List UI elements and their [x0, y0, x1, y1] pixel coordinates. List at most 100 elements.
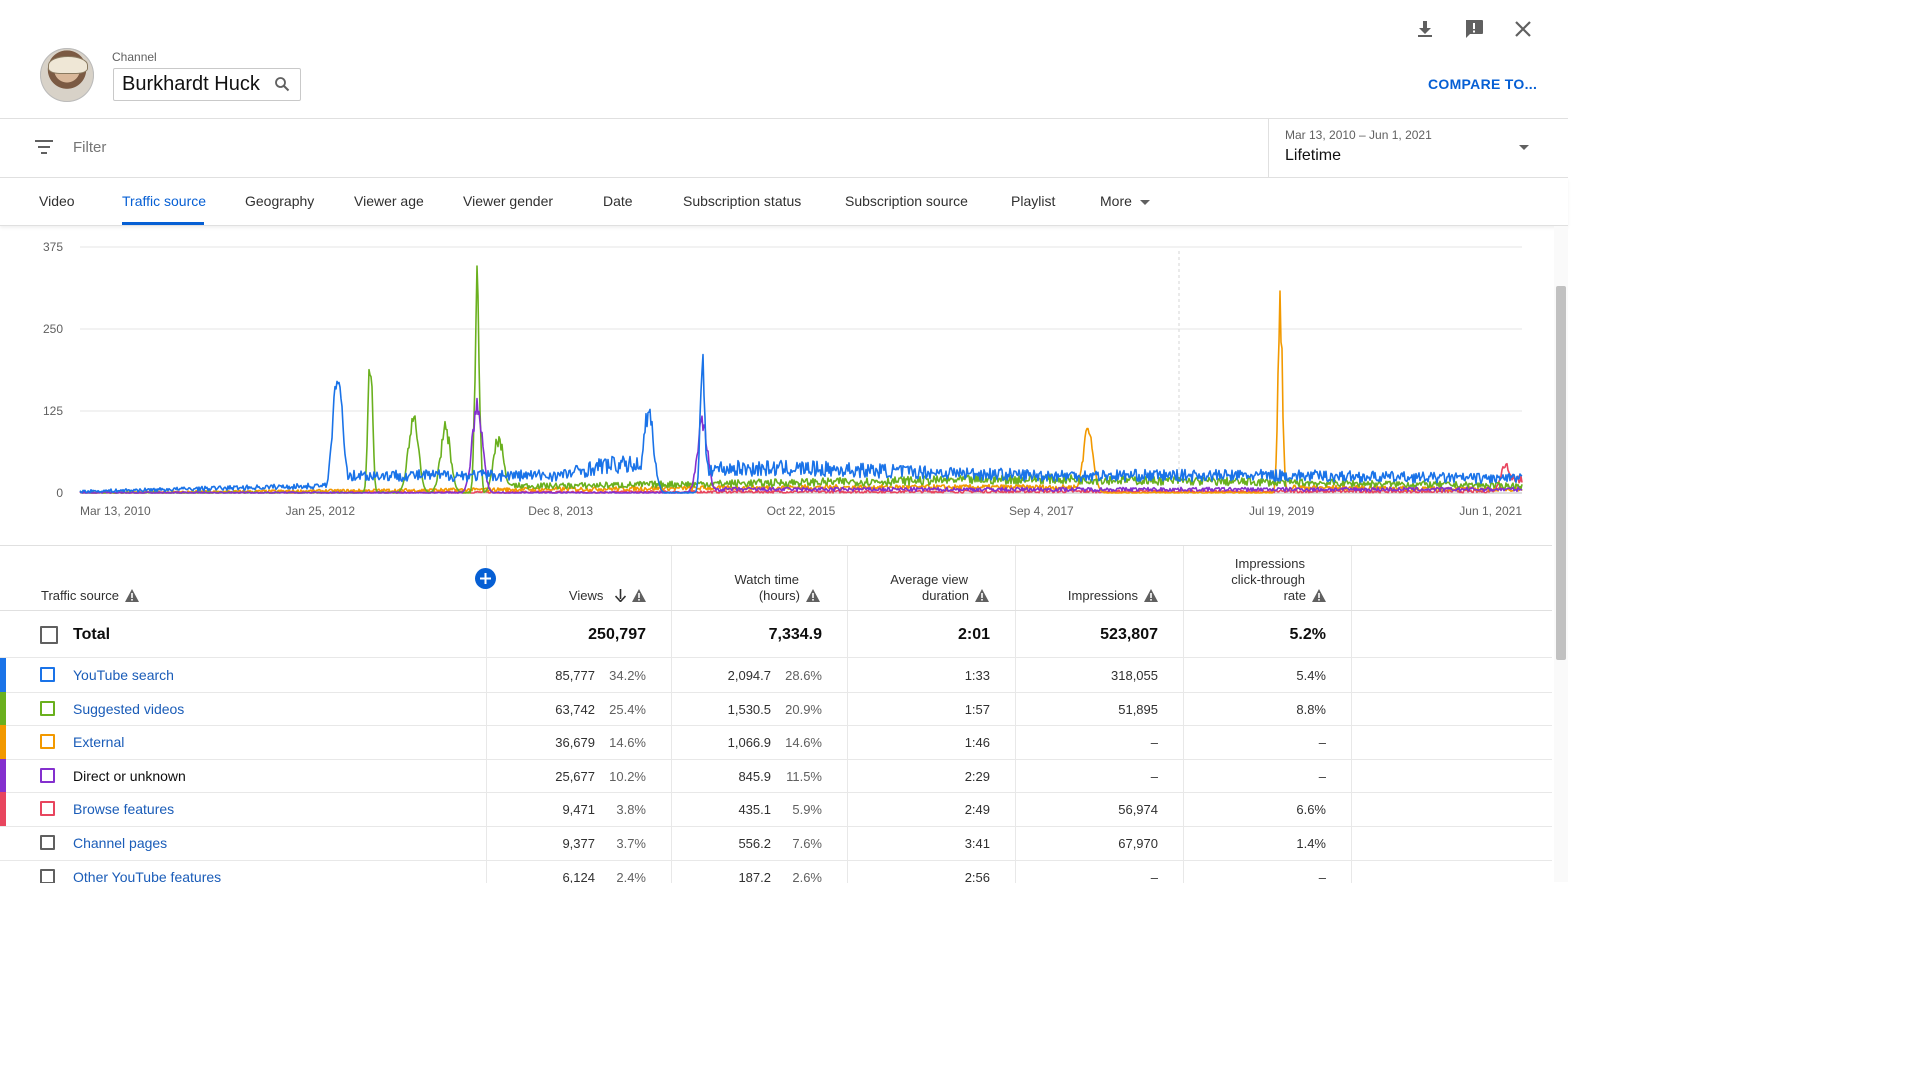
row-checkbox[interactable]	[40, 734, 55, 750]
total-label: Total	[73, 626, 111, 643]
ctr-value: –	[1318, 869, 1326, 883]
views-percent: 14.6%	[609, 735, 646, 751]
header-average-view-duration[interactable]: Average view duration	[855, 572, 989, 604]
series-line	[79, 353, 1523, 494]
traffic-source-link[interactable]: Channel pages	[73, 835, 168, 851]
add-metric-button[interactable]	[475, 568, 496, 589]
tab-video[interactable]: Video	[39, 193, 75, 209]
header-views[interactable]: Views	[520, 588, 646, 604]
watch-time-percent: 28.6%	[785, 668, 822, 683]
tab-subscription-status[interactable]: Subscription status	[683, 193, 802, 209]
column-divider	[671, 546, 672, 883]
table-row: Browse features 9,471 3.8% 435.1 5.9% 2:49 56,…	[0, 792, 1552, 827]
avd-value: 1:46	[964, 735, 990, 751]
date-preset-text: Lifetime	[1285, 147, 1342, 164]
row-checkbox[interactable]	[40, 801, 55, 817]
views-percent: 3.7%	[616, 836, 646, 851]
x-tick-label: Jun 1, 2021	[1459, 504, 1522, 518]
total-impressions: 523,807	[1100, 626, 1158, 643]
views-percent: 3.8%	[616, 802, 646, 818]
tab-geography[interactable]: Geography	[245, 193, 315, 209]
warning-icon	[1144, 589, 1158, 602]
watch-time-percent: 2.6%	[792, 869, 822, 883]
x-tick-label: Jul 19, 2019	[1249, 504, 1315, 518]
close-icon[interactable]	[1510, 16, 1536, 42]
series-line	[79, 290, 1523, 494]
watch-time-value: 2,094.7	[727, 668, 771, 683]
header-ctr[interactable]: Impressions click-through rate	[1190, 556, 1326, 604]
avd-value: 1:57	[964, 701, 990, 717]
tab-traffic-source[interactable]: Traffic source	[122, 193, 207, 209]
tab-date[interactable]: Date	[603, 193, 633, 209]
header-views-label: Views	[568, 588, 604, 603]
row-checkbox[interactable]	[40, 667, 55, 682]
table-row: Suggested videos 63,742 25.4% 1,530.5 20.9% 1…	[0, 691, 1552, 727]
compare-to-button[interactable]: COMPARE TO...	[1428, 76, 1538, 92]
views-value: 6,124	[562, 869, 595, 883]
traffic-source-link[interactable]: Browse features	[73, 801, 175, 818]
table-row: External 36,679 14.6% 1,066.9 14.6% 1:46 – –	[0, 725, 1552, 760]
total-checkbox[interactable]	[40, 626, 58, 644]
download-icon[interactable]	[1412, 16, 1438, 42]
impressions-value: –	[1150, 869, 1158, 883]
date-range-text: Mar 13, 2010 – Jun 1, 2021	[1285, 128, 1432, 142]
row-checkbox[interactable]	[40, 868, 55, 883]
report-header: Channel Burkhardt Huck COMPARE TO...	[0, 0, 1568, 119]
search-icon[interactable]	[274, 76, 290, 92]
table-row: Channel pages 9,377 3.7% 556.2 7.6% 3:41 67,97…	[0, 826, 1552, 861]
impressions-value: –	[1150, 768, 1158, 784]
row-checkbox[interactable]	[40, 700, 55, 716]
filter-input[interactable]	[73, 139, 473, 156]
traffic-source-link[interactable]: YouTube search	[73, 667, 174, 683]
impressions-value: 56,974	[1118, 802, 1158, 818]
column-divider	[486, 546, 487, 883]
column-divider	[1015, 546, 1016, 883]
channel-avatar	[40, 48, 94, 102]
ctr-value: –	[1318, 768, 1326, 784]
header-watch-time[interactable]: Watch time (hours)	[680, 572, 820, 604]
ctr-value: 1.4%	[1296, 836, 1326, 851]
watch-time-percent: 11.5%	[786, 768, 822, 784]
filter-icon[interactable]	[34, 139, 54, 155]
warning-icon	[125, 589, 140, 602]
header-traffic-source[interactable]: Traffic source	[41, 588, 140, 604]
caret-down-icon	[1139, 199, 1150, 205]
feedback-icon[interactable]	[1461, 16, 1487, 42]
header-impressions[interactable]: Impressions	[1025, 588, 1158, 604]
series-line	[79, 397, 1523, 494]
watch-time-percent: 5.9%	[792, 802, 822, 818]
column-divider	[847, 546, 848, 883]
header-ctr-line3: rate	[1283, 588, 1306, 603]
tab-viewer-gender[interactable]: Viewer gender	[463, 193, 554, 209]
tab-more[interactable]: More	[1100, 193, 1150, 209]
total-watch-time: 7,334.9	[768, 626, 822, 643]
avatar-hat-shape	[48, 56, 88, 74]
total-row: Total 250,797 7,334.9 2:01 523,807 5.2%	[0, 611, 1552, 658]
tab-viewer-age[interactable]: Viewer age	[354, 193, 424, 209]
tab-playlist[interactable]: Playlist	[1011, 193, 1056, 209]
impressions-value: –	[1150, 735, 1158, 751]
warning-icon	[632, 589, 646, 602]
tab-subscription-source[interactable]: Subscription source	[845, 193, 968, 209]
series-color-indicator	[0, 725, 6, 759]
series-color-indicator	[0, 658, 6, 692]
traffic-source-link[interactable]: External	[73, 734, 125, 751]
series-color-indicator	[0, 758, 6, 793]
x-tick-label: Mar 13, 2010	[80, 504, 151, 518]
ctr-value: 6.6%	[1296, 802, 1326, 818]
views-value: 85,777	[555, 668, 595, 683]
series-color-indicator	[0, 792, 6, 826]
row-checkbox[interactable]	[40, 835, 55, 850]
channel-selector[interactable]: Burkhardt Huck	[113, 68, 301, 101]
traffic-source-link: Direct or unknown	[73, 767, 186, 784]
traffic-source-link[interactable]: Suggested videos	[73, 700, 185, 717]
header-impressions-label: Impressions	[1067, 588, 1138, 603]
date-range-picker[interactable]: Mar 13, 2010 – Jun 1, 2021 Lifetime	[1268, 119, 1569, 177]
scrollbar-thumb[interactable]	[1556, 286, 1566, 660]
watch-time-percent: 20.9%	[785, 701, 822, 717]
traffic-source-link[interactable]: Other YouTube features	[73, 868, 222, 883]
views-percent: 34.2%	[609, 668, 646, 683]
traffic-chart: 375 250 125 0 Mar 13, 2010 Jan 25, 2012 Dec 8,…	[0, 226, 1568, 544]
header-ctr-line2: click-through	[1231, 572, 1305, 587]
row-checkbox[interactable]	[40, 767, 55, 783]
